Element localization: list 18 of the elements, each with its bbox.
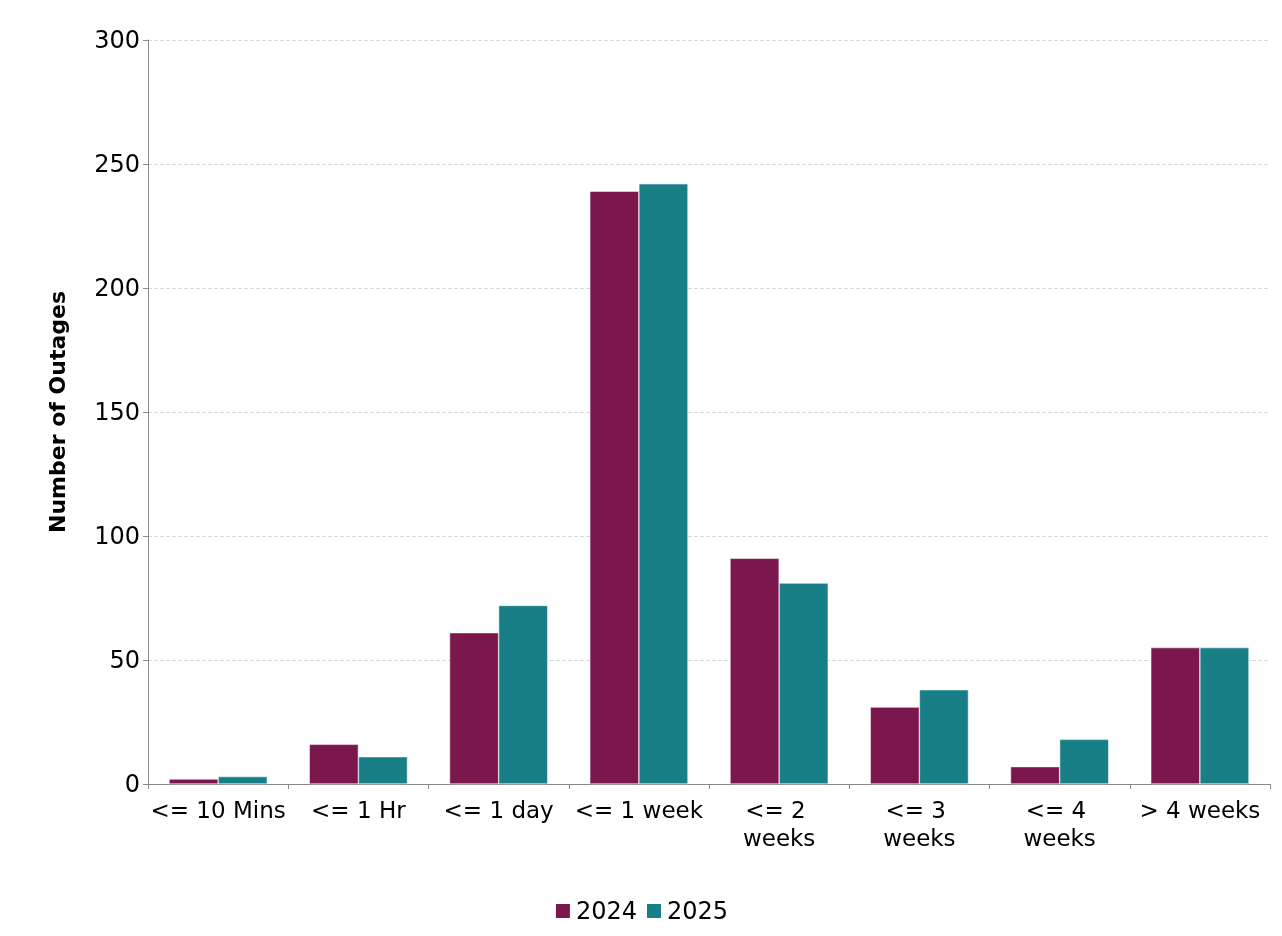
y-tick-label: 50 bbox=[109, 646, 140, 674]
y-axis-title: Number of Outages bbox=[44, 290, 70, 534]
x-tick-label: <= 2 weeks bbox=[742, 797, 816, 851]
x-tick-label: <= 1 day bbox=[443, 797, 554, 823]
y-tick-label: 0 bbox=[124, 770, 140, 798]
x-tick-label: > 4 weeks bbox=[1139, 797, 1261, 823]
y-tick-label: 300 bbox=[94, 26, 140, 54]
y-tick-label: 200 bbox=[94, 274, 140, 302]
x-tick-label: <= 1 Hr bbox=[311, 797, 407, 823]
x-tick-label: <= 4 weeks bbox=[1023, 797, 1096, 851]
legend-label: 2025 bbox=[667, 897, 729, 925]
y-tick-label: 100 bbox=[94, 522, 140, 550]
x-tick-label: <= 3 weeks bbox=[883, 797, 956, 851]
y-tick-label: 150 bbox=[94, 398, 140, 426]
legend-label: 2024 bbox=[575, 897, 637, 925]
x-tick-label: <= 10 Mins bbox=[150, 797, 286, 823]
y-tick-label: 250 bbox=[94, 150, 140, 178]
x-tick-label: <= 1 week bbox=[574, 797, 704, 823]
